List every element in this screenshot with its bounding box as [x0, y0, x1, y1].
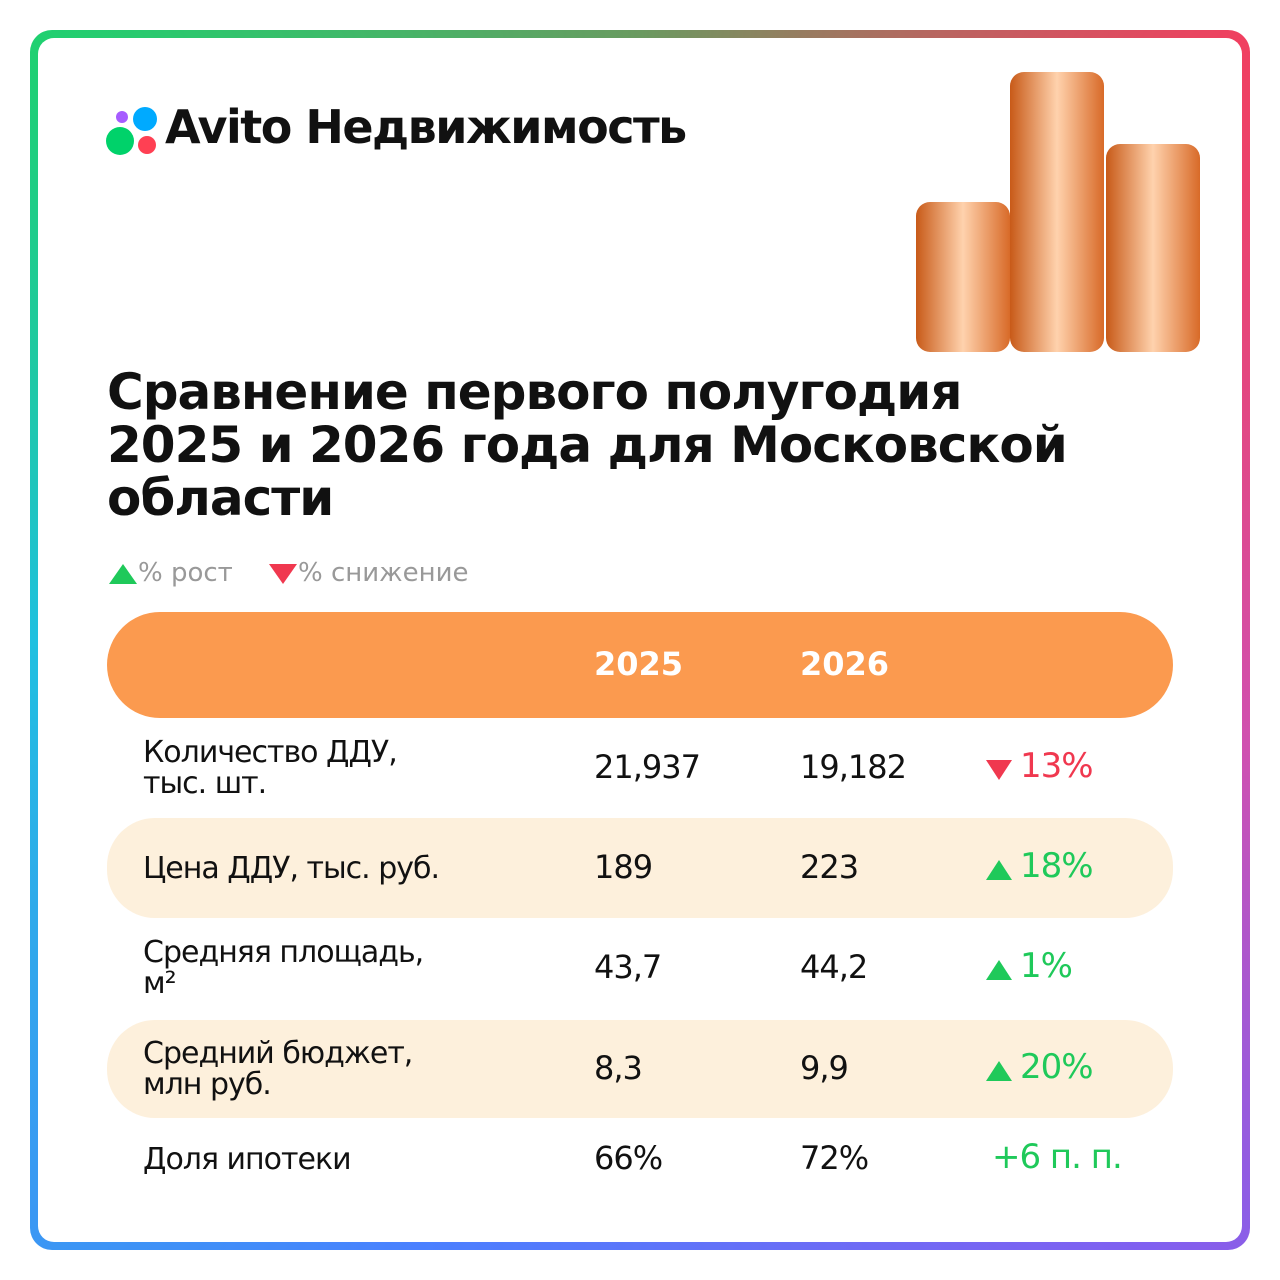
row-label: Средний бюджет, млн руб.	[143, 1020, 443, 1118]
change-value: 1%	[1020, 946, 1073, 986]
cell-value: 72%	[800, 1139, 869, 1177]
cell-value: 189	[594, 848, 653, 886]
trend-arrow	[986, 1061, 1012, 1081]
row-label: Количество ДДУ, тыс. шт.	[143, 720, 443, 816]
cell-value: 9,9	[800, 1049, 849, 1087]
cell-value: 223	[800, 848, 859, 886]
cell-value: 44,2	[800, 948, 868, 986]
legend-down-icon	[269, 564, 297, 584]
row-label-text: Средняя площадь, м²	[143, 935, 424, 1001]
bars-illustration	[916, 72, 1200, 352]
brand: Avito Недвижимость	[165, 100, 687, 154]
cell-value: 19,182	[800, 748, 907, 786]
cell-value: 8,3	[594, 1049, 643, 1087]
trend-arrow	[986, 860, 1012, 880]
cell-value: 43,7	[594, 948, 662, 986]
row-label: Средняя площадь, м²	[143, 920, 443, 1016]
legend-down: % снижение	[298, 558, 469, 588]
column-header: 2025	[594, 645, 684, 683]
logo-dots	[106, 107, 157, 155]
change-value: 20%	[1020, 1047, 1094, 1087]
row-label-text: Средний бюджет, млн руб.	[143, 1036, 413, 1102]
table-header	[107, 612, 1173, 718]
row-label: Доля ипотеки	[143, 1116, 443, 1202]
change-value: 18%	[1020, 846, 1094, 886]
row-label: Цена ДДУ, тыс. руб.	[143, 818, 443, 918]
trend-arrow	[986, 760, 1012, 780]
legend-up-icon	[109, 564, 137, 584]
change-value: +6 п. п.	[992, 1137, 1123, 1177]
column-header: 2026	[800, 645, 890, 683]
row-label-text: Цена ДДУ, тыс. руб.	[143, 850, 440, 886]
change-value: 13%	[1020, 746, 1094, 786]
row-label-text: Количество ДДУ, тыс. шт.	[143, 735, 398, 801]
title: Сравнение первого полугодия 2025 и 2026 …	[107, 363, 1068, 527]
cell-value: 66%	[594, 1139, 663, 1177]
cell-value: 21,937	[594, 748, 701, 786]
trend-arrow	[986, 960, 1012, 980]
row-label-text: Доля ипотеки	[143, 1141, 352, 1177]
legend-up: % рост	[138, 558, 233, 588]
